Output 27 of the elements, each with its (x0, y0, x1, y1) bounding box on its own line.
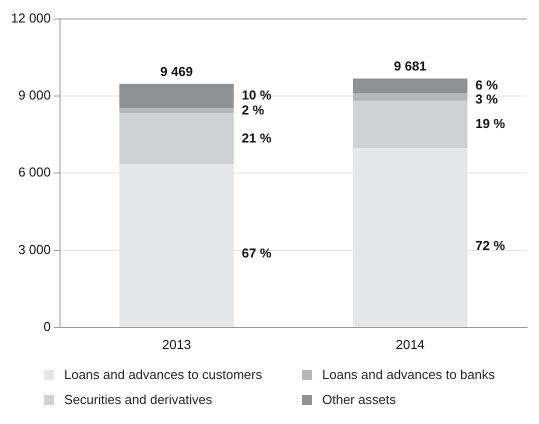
bar (119, 84, 234, 108)
y-tick-label: 3 000 (18, 242, 51, 257)
legend-label: Loans and advances to customers (64, 367, 262, 382)
total-label: 9 681 (394, 58, 426, 74)
bar (119, 113, 234, 164)
legend-label: Other assets (322, 392, 396, 407)
bar (352, 93, 468, 101)
annotation: 3 % (475, 92, 498, 106)
y-tick-label: 12 000 (10, 10, 51, 26)
total-label: 9 469 (160, 64, 193, 79)
legend-label: Securities and derivatives (64, 392, 212, 407)
legend-label: Loans and advances to banks (322, 367, 495, 382)
y-tick-label: 0 (44, 318, 51, 334)
bar (119, 108, 234, 114)
annotation: 6 % (475, 78, 498, 92)
annotation: 10 % (242, 88, 272, 103)
annotation: 2 % (242, 102, 265, 118)
annotation: 19 % (475, 116, 506, 132)
annotation: 21 % (242, 130, 272, 146)
bar (352, 78, 468, 94)
y-tick-label: 9 000 (18, 88, 51, 103)
x-tick-label: 2014 (396, 336, 425, 352)
x-tick-label: 2013 (162, 336, 192, 352)
bar (352, 100, 468, 148)
annotation: 72 % (475, 238, 506, 254)
y-tick-label: 6 000 (18, 164, 51, 180)
annotation: 67 % (242, 245, 272, 260)
